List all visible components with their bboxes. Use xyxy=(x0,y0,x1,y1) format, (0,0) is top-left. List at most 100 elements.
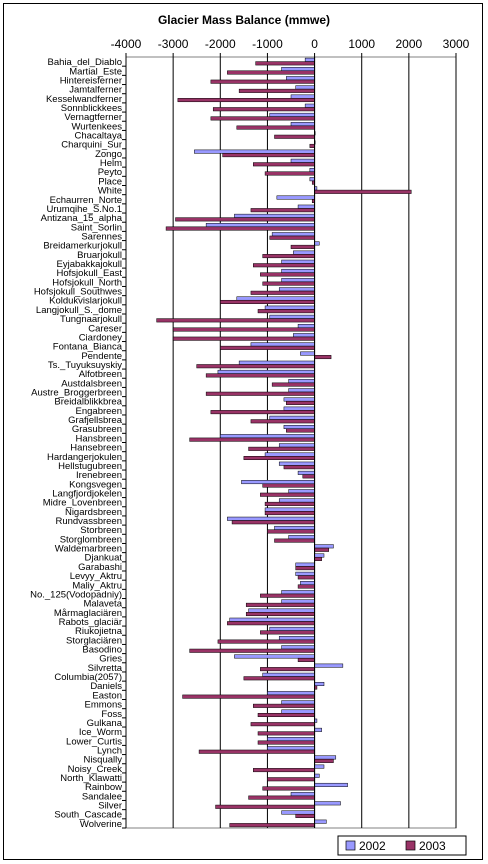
x-tick-label: -2000 xyxy=(205,37,236,51)
bar-2002-Hardangerjokulen xyxy=(264,452,315,457)
bar-2003-Wolverine xyxy=(229,823,315,828)
bar-2002-North_Klawatti xyxy=(314,773,320,778)
bar-2003-Helm xyxy=(253,162,315,167)
bar-2003-Irenebreen xyxy=(302,474,315,479)
category-label: Djankuat xyxy=(85,553,123,564)
x-tick-label: 3000 xyxy=(443,37,470,51)
bar-2003-Tungnaarjokull xyxy=(156,318,315,323)
bar-2002-Gries xyxy=(234,654,315,659)
bar-2002-Wurtenkees xyxy=(290,122,315,127)
bar-2003-Koldukvislarjokull xyxy=(220,299,315,304)
bar-2003-Bruarjokull xyxy=(262,254,315,259)
bar-2002-Daniels xyxy=(314,681,325,686)
category-label: Antizana_15_alpha xyxy=(41,213,123,224)
bar-2003-Hofsjokull_East xyxy=(260,272,315,277)
bar-2003-North_Klawatti xyxy=(267,777,315,782)
bar-2003-Foss xyxy=(257,713,315,718)
category-label: Bahia_del_Diablo xyxy=(48,57,122,68)
category-label: Echaurren_Norte xyxy=(50,195,122,206)
bar-2003-Vernagtferner xyxy=(210,116,315,121)
category-labels: Bahia_del_DiabloMartial_EsteHintereisfer… xyxy=(30,57,126,830)
bar-2002-Echaurren_Norte xyxy=(276,195,315,200)
bar-2002-Basodino xyxy=(281,645,315,650)
bar-2003-Austdalsbreen xyxy=(271,382,315,387)
category-label: Fontana_Bianca xyxy=(53,342,123,353)
category-label: Urumqihe_S.No.1 xyxy=(46,204,122,215)
bar-2002-Bahia_del_Diablo xyxy=(304,57,315,62)
category-label: Maliy_Aktru xyxy=(72,580,122,591)
bar-2002-Mårmaglaciären xyxy=(248,608,315,613)
bar-2003-South_Cascade xyxy=(295,813,315,818)
bar-2003-Kongsvegen xyxy=(262,483,315,488)
category-label: Zongo xyxy=(95,149,122,160)
category-label: Waldemarbreen xyxy=(55,544,122,555)
bar-2003-Careser xyxy=(172,327,315,332)
category-label: Riukojietna xyxy=(75,626,123,637)
category-label: Charquini_Sur xyxy=(61,140,122,151)
bar-2002-Austdalsbreen xyxy=(288,379,315,384)
bar-2003-Nigardsbreen xyxy=(264,511,315,516)
bar-2002-Columbia(2057) xyxy=(262,672,315,677)
bar-2002-No._125(Vodopadniy) xyxy=(281,590,315,595)
bar-2002-Kongsvegen xyxy=(241,480,315,485)
bars xyxy=(156,57,412,828)
bar-2002-Malaveta xyxy=(281,599,315,604)
chart-title: Glacier Mass Balance (mmwe) xyxy=(158,13,330,27)
bar-2003-Hansebreen xyxy=(248,446,315,451)
category-label: Storglombreen xyxy=(60,534,122,545)
legend-label-2002: 2002 xyxy=(359,839,386,853)
category-label: Nigardsbreen xyxy=(65,507,122,518)
bar-2002-Storbreen xyxy=(274,525,315,530)
bar-2002-Sandalee xyxy=(290,792,315,797)
category-label: Ciardoney xyxy=(79,332,123,343)
bar-2003-Malaveta xyxy=(245,602,315,607)
bar-2002-Storglaciären xyxy=(278,636,315,641)
category-label: Nisqually xyxy=(83,755,122,766)
category-label: Koldukvislarjokull xyxy=(49,296,122,307)
bar-2003-Ts._Tuyuksuyskiy xyxy=(196,364,315,369)
category-label: Langjokull_S._dome xyxy=(36,305,122,316)
category-label: Columbia(2057) xyxy=(54,672,122,683)
bar-2002-Alfotbreen xyxy=(217,369,315,374)
category-label: Breidamerkurjokull xyxy=(43,241,122,252)
bar-2003-Sarennes xyxy=(269,235,315,240)
bar-2002-Fontana_Bianca xyxy=(250,342,315,347)
category-label: South_Cascade xyxy=(54,810,122,821)
category-label: Sarennes xyxy=(81,231,122,242)
bar-2002-Rundvassbreen xyxy=(227,516,315,521)
bar-2002-Easton xyxy=(267,691,315,696)
bar-2002-Hofsjokull_North xyxy=(281,278,315,283)
category-label: No._125(Vodopadniy) xyxy=(30,589,122,600)
bar-2002-Saint_Sorlin xyxy=(205,223,315,228)
category-label: Wurtenkees xyxy=(71,121,122,132)
category-label: Engabreen xyxy=(76,406,122,417)
bar-2002-Sonnblickkees xyxy=(304,103,315,108)
bar-2003-Urumqihe_S.No.1 xyxy=(250,208,315,213)
bar-2003-Rundvassbreen xyxy=(231,520,315,525)
bar-2002-Wolverine xyxy=(314,819,327,824)
bar-2002-Eyjabakkajokull xyxy=(281,259,315,264)
category-label: Lower_Curtis xyxy=(66,736,122,747)
bar-2002-Hintereisferner xyxy=(286,76,315,81)
x-tick-labels: -4000 -3000 -2000 -1000 0 1000 2000 3000 xyxy=(111,37,470,51)
bar-2002-South_Cascade xyxy=(281,810,315,815)
bar-2003-Rainbow xyxy=(262,786,315,791)
category-label: Silver xyxy=(98,801,122,812)
bar-2003-Kesselwandferner xyxy=(177,98,315,103)
bar-2002-Nigardsbreen xyxy=(264,507,315,512)
category-label: Grafjellsbrea xyxy=(68,415,123,426)
category-label: Hofsjokull_East xyxy=(57,268,123,279)
legend-swatch-2002 xyxy=(345,840,356,851)
bar-2002-Emmons xyxy=(281,700,315,705)
bar-2002-Ice_Worm xyxy=(314,727,322,732)
category-label: Storglaciären xyxy=(66,635,122,646)
category-label: Rainbow xyxy=(85,782,122,793)
category-label: Easton xyxy=(92,690,122,701)
category-label: Bruarjokull xyxy=(77,250,122,261)
bar-2002-Jamtalferner xyxy=(295,85,315,90)
bar-2002-Silvretta xyxy=(314,663,344,668)
bar-2002-Riukojietna xyxy=(269,626,315,631)
bar-2002-Midre_Lovenbreen xyxy=(278,498,315,503)
category-label: Saint_Sorlin xyxy=(71,222,122,233)
category-label: Daniels xyxy=(90,681,122,692)
